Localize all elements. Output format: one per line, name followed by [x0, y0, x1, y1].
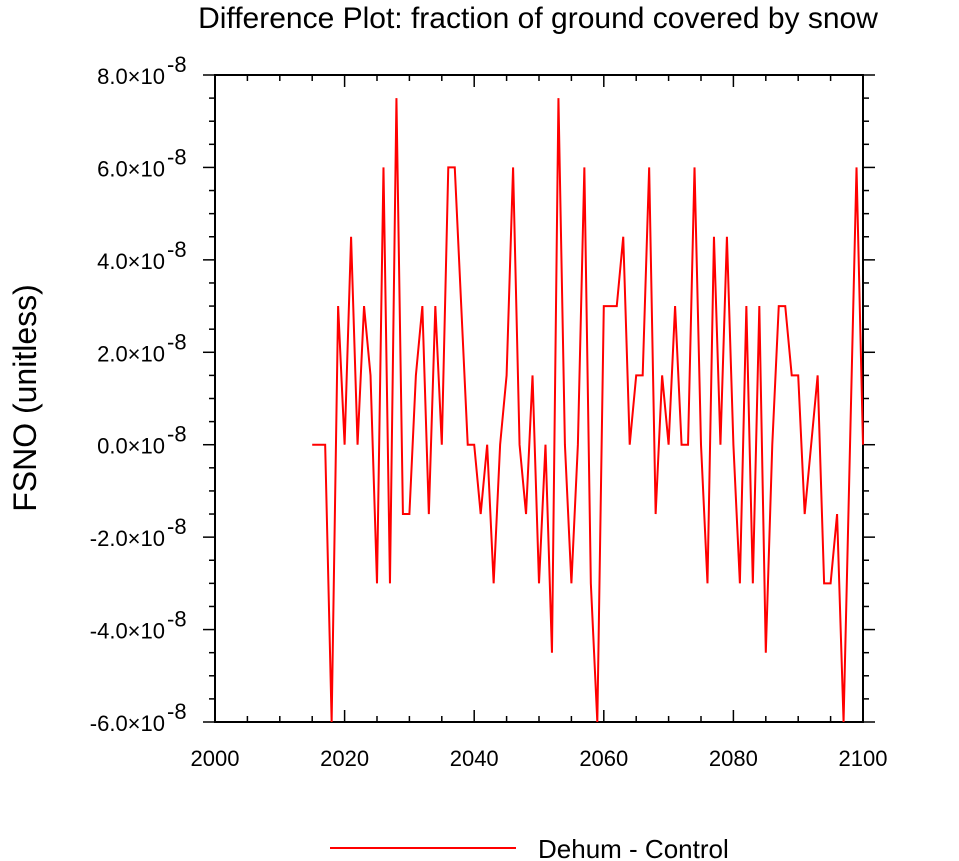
y-axis-label: FSNO (unitless)	[7, 284, 43, 512]
y-tick-exponent: -8	[167, 237, 187, 262]
legend-label: Dehum - Control	[538, 834, 729, 861]
y-tick-exponent: -8	[167, 329, 187, 354]
x-tick-label: 2020	[320, 746, 369, 771]
x-tick-label: 2060	[579, 746, 628, 771]
y-tick-exponent: -8	[167, 144, 187, 169]
y-tick-label: -2.0×10	[90, 526, 165, 551]
y-tick-label: 8.0×10	[97, 64, 165, 89]
chart-title: Difference Plot: fraction of ground cove…	[198, 2, 878, 35]
plot-area: 2000 2020 2040 2060 2080 2100-6.0×10 -8-4.0×10…	[90, 52, 888, 771]
y-tick-exponent: -8	[167, 699, 187, 724]
legend: Dehum - Control	[330, 834, 729, 861]
x-tick-label: 2080	[709, 746, 758, 771]
y-tick-label: 6.0×10	[97, 156, 165, 181]
y-tick-exponent: -8	[167, 52, 187, 77]
y-tick-exponent: -8	[167, 607, 187, 632]
series-line-0	[312, 98, 864, 723]
x-tick-label: 2040	[450, 746, 499, 771]
y-tick-label: -6.0×10	[90, 711, 165, 736]
y-tick-label: 4.0×10	[97, 249, 165, 274]
y-tick-label: -4.0×10	[90, 619, 165, 644]
y-tick-label: 0.0×10	[97, 434, 165, 459]
y-tick-exponent: -8	[167, 422, 187, 447]
y-tick-exponent: -8	[167, 514, 187, 539]
x-tick-label: 2100	[839, 746, 888, 771]
x-tick-label: 2000	[191, 746, 240, 771]
y-tick-label: 2.0×10	[97, 341, 165, 366]
